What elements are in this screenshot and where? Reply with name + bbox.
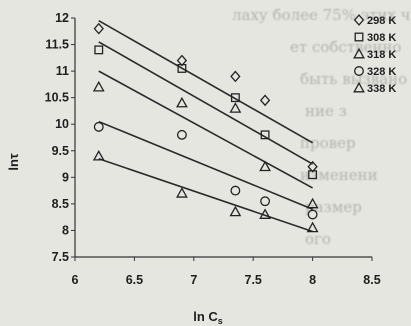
background-text-line: провер bbox=[300, 134, 356, 152]
fit-line-328k bbox=[98, 120, 313, 210]
data-point bbox=[260, 130, 270, 140]
data-point bbox=[229, 102, 242, 113]
data-point bbox=[306, 197, 319, 209]
data-point bbox=[93, 22, 104, 35]
x-tick-label: 6.5 bbox=[126, 273, 143, 287]
data-point bbox=[93, 121, 104, 132]
legend-label: 318 K bbox=[367, 49, 396, 61]
background-text-line: размер bbox=[305, 198, 362, 216]
y-tick-label: 11 bbox=[56, 64, 69, 78]
data-point bbox=[177, 64, 187, 73]
data-point bbox=[307, 209, 318, 220]
legend-marker bbox=[354, 66, 364, 76]
fit-line-298k bbox=[98, 19, 313, 144]
data-point bbox=[260, 196, 271, 207]
data-points bbox=[92, 22, 319, 233]
data-point bbox=[230, 70, 241, 83]
background-text-line: ого bbox=[305, 230, 331, 248]
fit-line-318k bbox=[98, 70, 313, 189]
x-axis-label: ln Cs bbox=[193, 309, 223, 326]
y-tick-label: 11.5 bbox=[45, 38, 69, 52]
fit-lines bbox=[98, 19, 313, 233]
legend-marker bbox=[353, 14, 365, 26]
y-tick-label: 7.5 bbox=[52, 250, 69, 264]
legend-marker bbox=[354, 32, 364, 42]
legend-label: 298 K bbox=[367, 15, 396, 27]
x-tick-label: 6 bbox=[72, 273, 79, 287]
data-point bbox=[92, 149, 105, 161]
data-point bbox=[308, 170, 318, 180]
x-tick-label: 8.5 bbox=[363, 273, 380, 287]
legend-label: 308 K bbox=[367, 32, 396, 44]
data-point bbox=[230, 185, 241, 196]
legend: 298 K 308 K 318 K 328 K 338 K bbox=[353, 14, 396, 95]
plot-area bbox=[71, 17, 373, 261]
legend-label: 338 K bbox=[367, 83, 396, 95]
y-axis-label: lnτ bbox=[6, 153, 21, 171]
data-point bbox=[176, 54, 188, 67]
y-tick-label: 9 bbox=[62, 170, 69, 184]
y-tick-label: 12 bbox=[55, 11, 69, 25]
background-text-line: изменени bbox=[300, 166, 378, 184]
fit-line-338k bbox=[98, 157, 313, 233]
legend-marker bbox=[353, 47, 365, 59]
data-point bbox=[92, 80, 105, 92]
data-point bbox=[306, 221, 319, 233]
tick-labels: 7.5 8 8.5 9 9.5 10 10.5 11 11.5 12 6 6.5 7 7.5 8 8.5 bbox=[45, 11, 381, 287]
y-tick-label: 10.5 bbox=[45, 91, 69, 105]
x-axis-label-subscript: s bbox=[218, 316, 223, 326]
y-tick-label: 8.5 bbox=[52, 197, 69, 211]
data-point bbox=[176, 187, 188, 198]
data-point bbox=[176, 129, 187, 140]
data-point bbox=[259, 208, 271, 219]
y-tick-label: 10 bbox=[55, 117, 69, 131]
data-point bbox=[259, 94, 271, 107]
data-point bbox=[259, 160, 271, 172]
legend-marker bbox=[353, 81, 365, 93]
x-tick-label: 7 bbox=[190, 273, 197, 287]
y-tick-label: 9.5 bbox=[52, 144, 69, 158]
data-point bbox=[230, 93, 240, 103]
fit-line-308k bbox=[98, 41, 313, 165]
y-tick-label: 8 bbox=[62, 223, 69, 237]
data-point bbox=[307, 160, 318, 173]
x-tick-label: 8 bbox=[309, 273, 316, 287]
x-axis-label-main: ln C bbox=[193, 309, 218, 324]
data-point bbox=[94, 45, 104, 55]
data-point bbox=[176, 96, 188, 108]
data-point bbox=[229, 205, 242, 217]
background-text-line: ет собственно bbox=[290, 38, 402, 56]
legend-label: 328 K bbox=[367, 66, 396, 78]
background-text-line: ние з bbox=[305, 102, 347, 120]
x-tick-label: 7.5 bbox=[245, 273, 262, 287]
background-text-line: лаху более 75% этих частиц bbox=[232, 6, 411, 24]
